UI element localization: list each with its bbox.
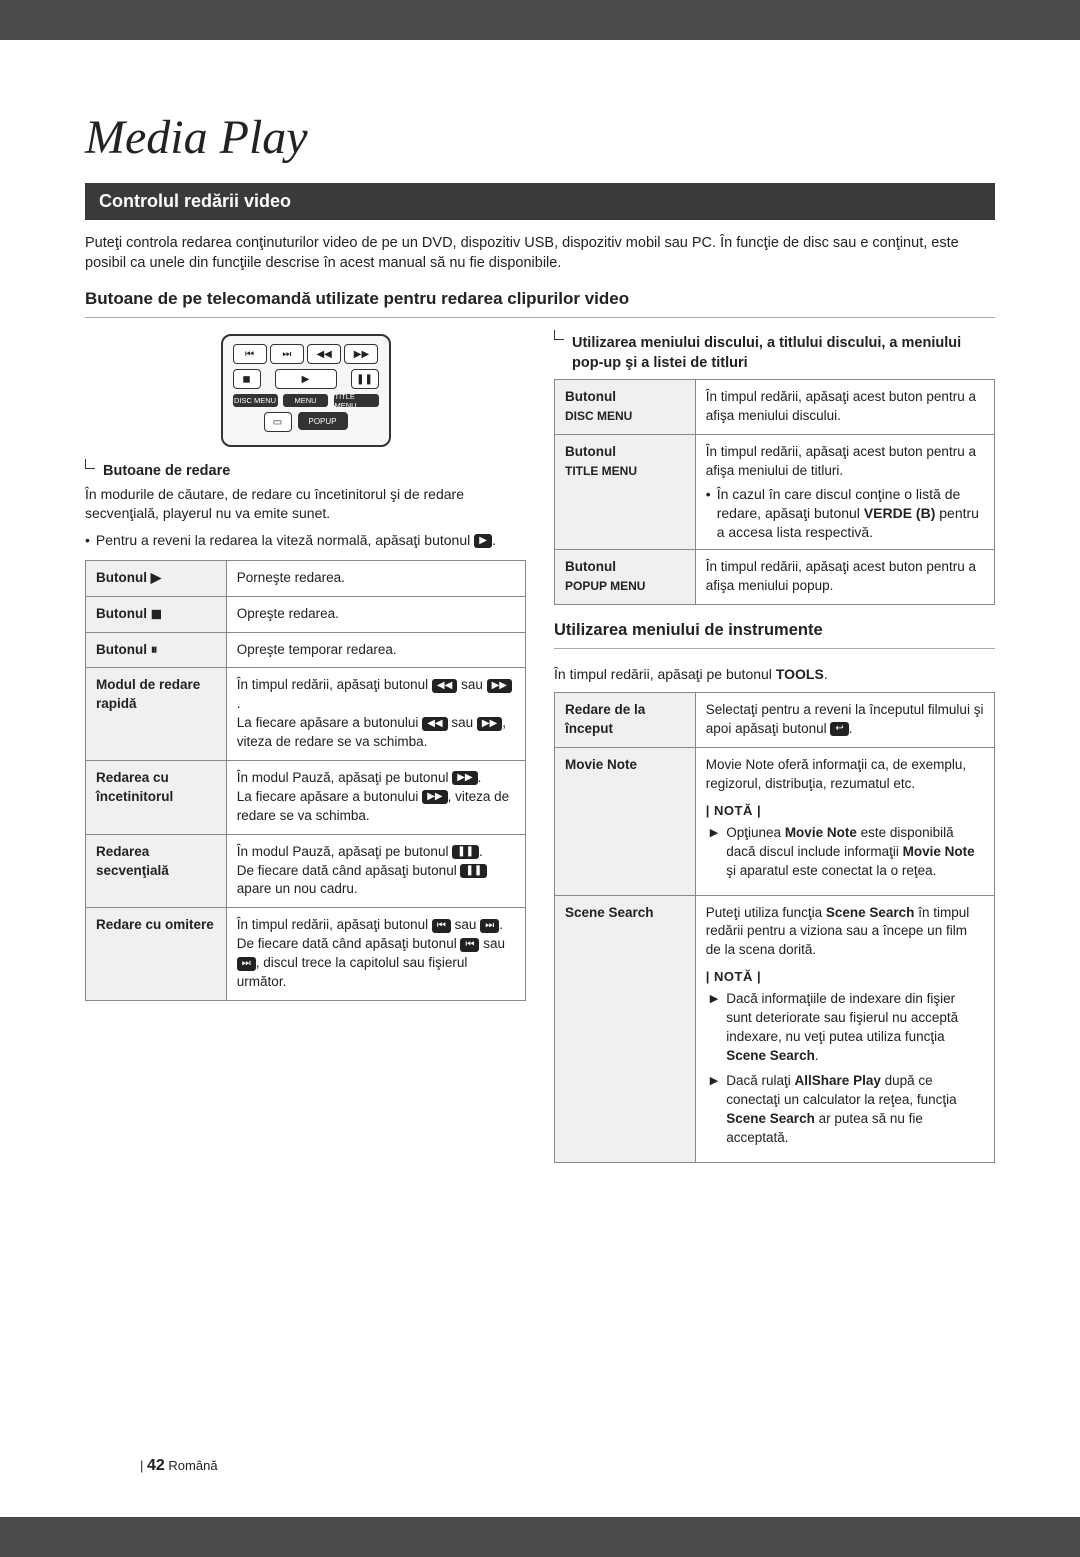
pause-icon: ❚❚ (460, 864, 487, 878)
table-row: Scene Search Puteţi utiliza funcţia Scen… (555, 895, 995, 1162)
table-row: Redarea secvenţială În modul Pauză, apăs… (86, 834, 526, 908)
pause-icon: ❚❚ (351, 369, 379, 389)
section-heading: Controlul redării video (85, 183, 995, 220)
popup-label: POPUP (298, 412, 348, 430)
playback-buttons-heading: Butoane de redare (103, 463, 230, 479)
table-row: Redare cu omitere În timpul redării, apă… (86, 908, 526, 1001)
table-row: Butonul POPUP MENU În timpul redării, ap… (555, 550, 995, 605)
page-title: Media Play (85, 110, 995, 165)
left-column: ⏮ ⏭ ◀◀ ▶▶ ◼ ▶ ❚❚ DISC MENU MENU TITLE ME… (85, 334, 526, 1178)
ff-icon: ▶▶ (477, 717, 502, 731)
table-row: Modul de redare rapidă În timpul redării… (86, 668, 526, 761)
tools-table: Redare de la început Selectaţi pentru a … (554, 692, 995, 1162)
menu-label: MENU (283, 394, 328, 407)
right-column: Utilizarea meniului discului, a titlului… (554, 334, 995, 1178)
ff-icon: ▶▶ (452, 771, 477, 785)
val-cell: Porneşte redarea. (226, 560, 525, 596)
tools-para: În timpul redării, apăsaţi pe butonul TO… (554, 665, 995, 684)
triangle-icon: ▶ (710, 1074, 718, 1148)
note-label: | NOTĂ | (706, 802, 984, 820)
table-row: Butonul TITLE MENU În timpul redării, ap… (555, 435, 995, 550)
prev-icon: ⏮ (233, 344, 267, 364)
playback-note: În modurile de căutare, de redare cu înc… (85, 485, 526, 523)
table-row: Butonul DISC MENU În timpul redării, apă… (555, 380, 995, 435)
columns: ⏮ ⏭ ◀◀ ▶▶ ◼ ▶ ❚❚ DISC MENU MENU TITLE ME… (85, 334, 995, 1178)
triangle-icon: ▶ (710, 826, 718, 881)
bullet-pre: Pentru a reveni la redarea la viteză nor… (96, 532, 474, 548)
hanger: Utilizarea meniului discului, a titlului… (554, 334, 995, 373)
divider (554, 648, 995, 649)
key-cell: Butonul ▶ (86, 560, 227, 596)
footer-lang: Română (168, 1458, 217, 1473)
hanger: Butoane de redare (85, 463, 526, 479)
prev-icon: ⏮ (432, 919, 451, 933)
subheading: Butoane de pe telecomandă utilizate pent… (85, 289, 995, 309)
rew-icon: ◀◀ (307, 344, 341, 364)
bullet-post: . (492, 532, 496, 548)
play-icon: ▶ (474, 534, 492, 548)
rew-icon: ◀◀ (422, 717, 447, 731)
page-number: 42 (147, 1457, 165, 1474)
tools-heading: Utilizarea meniului de instrumente (554, 621, 995, 640)
title-menu-label: TITLE MENU (334, 394, 379, 407)
pause-icon: ❚❚ (452, 845, 479, 859)
disc-menu-heading: Utilizarea meniului discului, a titlului… (572, 334, 995, 373)
triangle-icon: ▶ (710, 992, 718, 1066)
table-row: Butonul ◼ Opreşte redarea. (86, 596, 526, 632)
next-icon: ⏭ (270, 344, 304, 364)
table-row: Movie Note Movie Note oferă informaţii c… (555, 747, 995, 895)
ff-icon: ▶▶ (487, 679, 512, 693)
table-row: Butonul ⏸ Opreşte temporar redarea. (86, 632, 526, 668)
next-icon: ⏭ (480, 919, 499, 933)
ff-icon: ▶▶ (344, 344, 378, 364)
rew-icon: ◀◀ (432, 679, 457, 693)
ff-icon: ▶▶ (422, 790, 447, 804)
disc-menu-label: DISC MENU (233, 394, 278, 407)
play-icon: ▶ (275, 369, 337, 389)
table-row: Redarea cu încetinitorul În modul Pauză,… (86, 761, 526, 835)
divider (85, 317, 995, 318)
menu-table: Butonul DISC MENU În timpul redării, apă… (554, 379, 995, 605)
enter-icon: ↩ (830, 722, 848, 736)
table-row: Redare de la început Selectaţi pentru a … (555, 693, 995, 748)
blank-button: ▭ (264, 412, 292, 432)
page: Media Play Controlul redării video Puteţ… (0, 40, 1080, 1517)
intro-text: Puteţi controla redarea conţinuturilor v… (85, 234, 995, 273)
prev-icon: ⏮ (460, 938, 479, 952)
footer: | 42 Română (140, 1457, 218, 1475)
note-label: | NOTĂ | (706, 968, 984, 986)
playback-table: Butonul ▶ Porneşte redarea. Butonul ◼ Op… (85, 560, 526, 1001)
table-row: Butonul ▶ Porneşte redarea. (86, 560, 526, 596)
next-icon: ⏭ (237, 957, 256, 971)
stop-icon: ◼ (233, 369, 261, 389)
remote-diagram: ⏮ ⏭ ◀◀ ▶▶ ◼ ▶ ❚❚ DISC MENU MENU TITLE ME… (85, 334, 526, 447)
bullet: • Pentru a reveni la redarea la viteză n… (85, 531, 526, 550)
